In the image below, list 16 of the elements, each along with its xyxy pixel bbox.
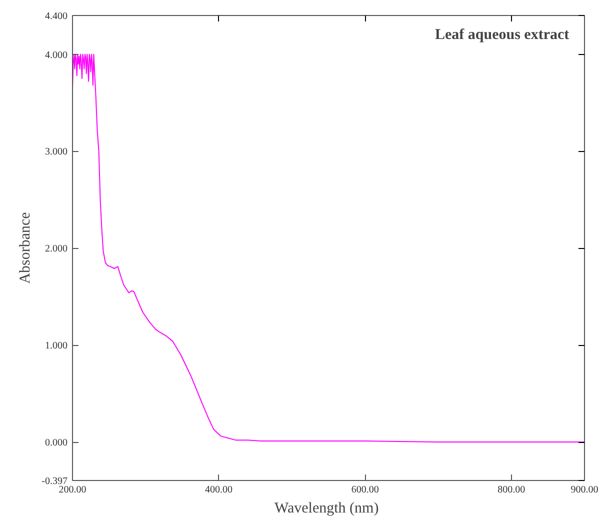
x-tick-label: 400.00	[205, 484, 233, 496]
y-axis-title: Absorbance	[18, 212, 34, 284]
y-tick-label: -0.397	[42, 476, 68, 487]
x-tick-label: 200.00	[58, 484, 86, 496]
text: Leaf aqueous extract	[434, 27, 570, 44]
y-tick-label: 3.000	[45, 146, 68, 158]
x-axis-title: Wavelength (nm)	[274, 500, 379, 516]
y-tick-label: 4.000	[45, 50, 68, 61]
y-tick-label: 4.400	[45, 11, 68, 22]
line-series	[72, 54, 584, 443]
x-tick-label: 800.00	[498, 484, 526, 496]
y-tick-label: 0.000	[45, 438, 68, 449]
x-tick-label: 900.00	[570, 484, 598, 496]
y-tick-label: 1.000	[45, 340, 68, 352]
x-tick-label: 600.00	[351, 484, 379, 496]
y-tick-label: 2.000	[45, 244, 68, 255]
